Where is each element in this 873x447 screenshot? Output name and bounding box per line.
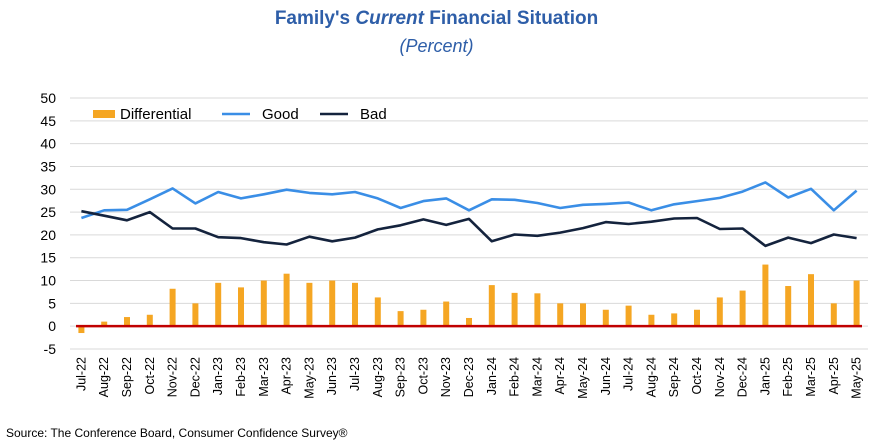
- x-tick-label: Nov-22: [166, 357, 180, 397]
- series-lines: [80, 181, 858, 248]
- differential-bar: [739, 290, 746, 327]
- differential-bar: [101, 321, 108, 327]
- differential-bar: [808, 274, 814, 327]
- differential-bar: [853, 280, 860, 327]
- y-tick-label: 35: [40, 158, 56, 174]
- legend: Differential Good Bad: [93, 106, 387, 123]
- x-tick-label: Jun-23: [325, 357, 339, 395]
- y-axis: -5 0 5 10 15 20 25 30 35 40 45 50: [40, 90, 56, 357]
- x-tick-label: Sep-23: [394, 357, 408, 397]
- x-tick-label: Dec-23: [462, 357, 476, 397]
- differential-bar: [169, 288, 176, 327]
- x-tick-label: Jan-24: [485, 357, 499, 395]
- differential-bar: [124, 317, 130, 327]
- x-tick-label: Sep-22: [120, 357, 134, 397]
- y-tick-label: 45: [40, 113, 56, 129]
- x-tick-label: Apr-25: [827, 357, 841, 395]
- x-tick-label: May-23: [302, 357, 316, 399]
- differential-bar: [260, 280, 267, 327]
- differential-bar: [352, 282, 358, 327]
- differential-bar: [694, 309, 700, 327]
- differential-bar: [283, 273, 290, 327]
- y-tick-label: 5: [48, 295, 56, 311]
- differential-bar: [762, 264, 769, 327]
- x-tick-label: May-25: [850, 357, 864, 399]
- x-tick-label: Nov-24: [713, 357, 727, 397]
- differential-bar: [671, 313, 678, 327]
- chart-subtitle: (Percent): [399, 36, 474, 56]
- x-tick-label: Mar-24: [530, 357, 544, 397]
- x-tick-label: Dec-22: [188, 357, 202, 397]
- differential-bar: [146, 314, 153, 327]
- x-tick-label: Mar-23: [257, 357, 271, 397]
- x-tick-label: Jul-24: [622, 357, 636, 391]
- y-tick-label: -5: [44, 341, 57, 357]
- series-line-bad: [81, 209, 857, 248]
- gridlines: [70, 97, 868, 350]
- x-tick-label: Oct-22: [143, 357, 157, 395]
- x-tick-label: Oct-23: [416, 357, 430, 395]
- differential-bar: [488, 285, 495, 327]
- series-line-good: [80, 181, 858, 220]
- y-tick-label: 15: [40, 250, 56, 266]
- x-tick-label: Mar-25: [804, 357, 818, 397]
- legend-label-differential: Differential: [120, 106, 191, 123]
- x-tick-label: Apr-24: [553, 357, 567, 395]
- differential-bar: [192, 303, 199, 327]
- differential-bar: [238, 287, 244, 327]
- differential-bar: [602, 309, 609, 327]
- x-tick-label: Jul-23: [348, 357, 362, 391]
- differential-bar: [329, 280, 336, 327]
- differential-bar: [625, 305, 632, 327]
- differential-bar: [374, 297, 381, 327]
- x-axis: Jul-22 Aug-22 Sep-22 Oct-22 Nov-22 Dec-22 Jan-…: [74, 357, 863, 399]
- x-tick-label: Sep-24: [667, 357, 681, 397]
- x-tick-label: May-24: [576, 357, 590, 399]
- y-tick-label: 0: [48, 318, 56, 334]
- y-tick-label: 10: [40, 273, 56, 289]
- x-tick-label: Nov-23: [439, 357, 453, 397]
- chart-title: Family's Current Financial Situation: [274, 8, 599, 29]
- y-tick-label: 50: [40, 90, 56, 106]
- differential-bars: [78, 264, 860, 334]
- x-tick-label: Aug-23: [371, 357, 385, 397]
- differential-bar: [716, 297, 723, 327]
- x-tick-label: Jun-24: [599, 357, 613, 395]
- x-tick-label: Jul-22: [74, 357, 88, 391]
- y-tick-label: 40: [40, 136, 56, 152]
- differential-bar: [420, 309, 427, 327]
- x-tick-label: Dec-24: [736, 357, 750, 397]
- x-tick-label: Jan-25: [758, 357, 772, 395]
- x-tick-label: Feb-25: [781, 357, 795, 397]
- x-tick-label: Feb-23: [234, 357, 248, 397]
- differential-bar: [648, 314, 655, 327]
- x-tick-label: Oct-24: [690, 357, 704, 395]
- x-tick-label: Feb-24: [508, 357, 522, 397]
- source-note: Source: The Conference Board, Consumer C…: [6, 426, 348, 440]
- differential-bar: [830, 303, 837, 327]
- differential-bar: [534, 293, 541, 327]
- y-tick-label: 25: [40, 204, 56, 220]
- differential-bar: [306, 282, 313, 327]
- differential-bar: [580, 303, 586, 327]
- legend-swatch-differential: [93, 110, 115, 118]
- y-tick-label: 30: [40, 181, 56, 197]
- differential-bar: [466, 317, 472, 327]
- x-tick-label: Aug-24: [644, 357, 658, 397]
- x-tick-label: Apr-23: [280, 357, 294, 395]
- differential-bar: [511, 292, 518, 327]
- legend-label-bad: Bad: [360, 106, 387, 123]
- legend-label-good: Good: [262, 106, 299, 123]
- x-tick-label: Aug-22: [97, 357, 111, 397]
- differential-bar: [397, 311, 404, 327]
- differential-bar: [785, 286, 792, 327]
- y-tick-label: 20: [40, 227, 56, 243]
- differential-bar: [78, 326, 85, 334]
- differential-bar: [215, 282, 222, 327]
- differential-bar: [443, 301, 450, 327]
- differential-bar: [557, 303, 564, 327]
- x-tick-label: Jan-23: [211, 357, 225, 395]
